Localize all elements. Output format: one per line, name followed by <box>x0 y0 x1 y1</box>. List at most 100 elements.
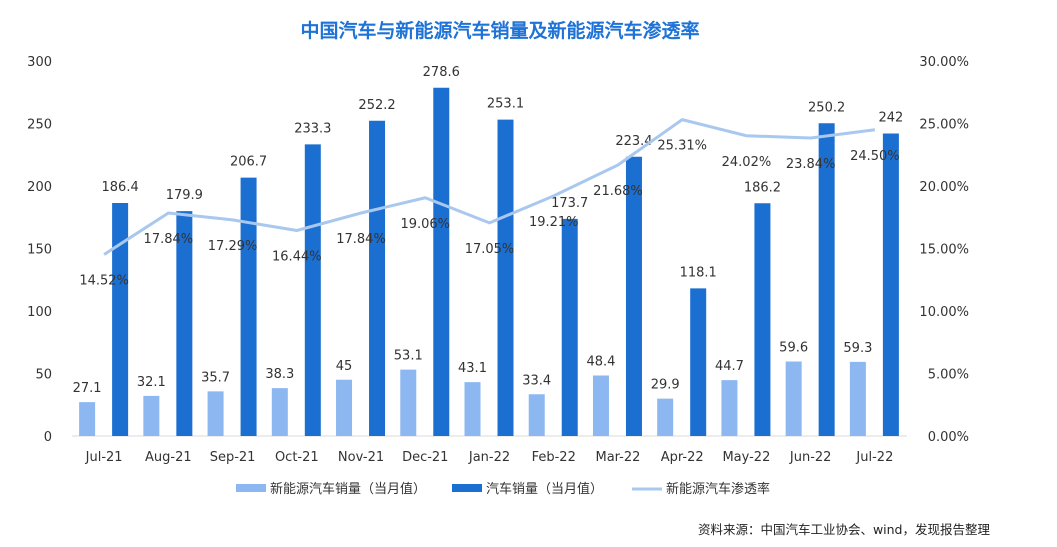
x-axis-tick-label: May-22 <box>722 450 770 465</box>
nev-sales-bar <box>271 388 288 436</box>
left-axis-tick-label: 50 <box>35 368 52 383</box>
x-axis-tick-label: Dec-21 <box>402 450 448 465</box>
left-axis-tick-label: 250 <box>27 118 52 133</box>
total-sales-bar <box>112 203 129 436</box>
nev-sales-data-label: 38.3 <box>265 367 294 382</box>
nev-sales-bar <box>336 379 353 436</box>
x-axis-tick-label: Feb-22 <box>532 450 576 465</box>
penetration-rate-data-label: 17.84% <box>336 232 386 247</box>
nev-sales-bar <box>721 380 738 436</box>
penetration-rate-data-label: 24.02% <box>722 155 772 170</box>
nev-sales-bar <box>400 369 417 436</box>
nev-sales-data-label: 43.1 <box>458 361 487 376</box>
nev-sales-data-label: 32.1 <box>137 375 166 390</box>
right-axis-tick-label: 30.00% <box>919 55 969 70</box>
nev-sales-data-label: 59.6 <box>779 341 808 356</box>
nev-sales-bar <box>143 395 160 436</box>
nev-sales-data-label: 59.3 <box>843 341 872 356</box>
nev-sales-bar <box>207 391 224 436</box>
nev-sales-bar <box>528 394 545 436</box>
total-sales-data-label: 253.1 <box>487 97 524 112</box>
total-sales-bar <box>882 133 899 436</box>
total-sales-bar <box>818 123 835 436</box>
total-sales-bar <box>497 119 514 436</box>
nev-sales-bar <box>657 398 674 436</box>
penetration-rate-data-label: 17.84% <box>144 232 194 247</box>
right-y-axis: 0.00% 5.00% 10.00% 15.00% 20.00% 25.00% 30.00% <box>919 55 969 445</box>
total-sales-data-label: 173.7 <box>551 196 588 211</box>
total-sales-series: 186.4 179.9 206.7 233.3 252.2 278.6 253.1 173.7… <box>102 65 903 436</box>
total-sales-data-label: 233.3 <box>294 121 331 136</box>
nev-sales-data-label: 35.7 <box>201 370 230 385</box>
total-sales-bar <box>369 120 386 436</box>
total-sales-data-label: 179.9 <box>166 188 203 203</box>
penetration-rate-data-label: 16.44% <box>272 250 322 265</box>
nev-sales-bar <box>785 361 802 436</box>
nev-sales-data-label: 29.9 <box>651 378 680 393</box>
total-sales-data-label: 250.2 <box>808 100 845 115</box>
penetration-rate-line <box>103 118 876 256</box>
total-sales-bar <box>625 156 642 436</box>
total-sales-data-label: 223.4 <box>615 134 652 149</box>
total-sales-data-label: 186.2 <box>744 180 781 195</box>
penetration-rate-data-label: 21.68% <box>593 184 643 199</box>
total-sales-bar <box>176 211 193 436</box>
legend-swatch-nev-sales <box>236 484 266 492</box>
nev-sales-data-label: 33.4 <box>522 373 551 388</box>
x-axis-tick-label: Sep-21 <box>210 450 256 465</box>
total-sales-data-label: 252.2 <box>358 98 395 113</box>
left-axis-tick-label: 150 <box>27 243 52 258</box>
legend-label-total-sales: 汽车销量（当月值） <box>486 481 603 497</box>
x-axis-tick-label: Mar-22 <box>595 450 640 465</box>
penetration-rate-data-label: 14.52% <box>79 274 129 289</box>
legend: 新能源汽车销量（当月值） 汽车销量（当月值） 新能源汽车渗透率 <box>236 481 770 497</box>
x-axis-tick-label: Jul-22 <box>855 450 893 465</box>
x-axis-tick-label: Jan-22 <box>468 450 510 465</box>
nev-sales-data-label: 27.1 <box>73 381 102 396</box>
legend-swatch-total-sales <box>452 484 482 492</box>
right-axis-tick-label: 20.00% <box>919 180 969 195</box>
right-axis-tick-label: 5.00% <box>928 368 969 383</box>
total-sales-bar <box>754 203 771 436</box>
legend-label-nev-sales: 新能源汽车销量（当月值） <box>270 481 426 497</box>
nev-sales-data-label: 44.7 <box>715 359 744 374</box>
x-axis: Jul-21 Aug-21 Sep-21 Oct-21 Nov-21 Dec-21 Jan-… <box>85 450 894 465</box>
penetration-rate-data-label: 19.21% <box>529 215 579 230</box>
nev-sales-data-label: 48.4 <box>586 355 615 370</box>
x-axis-tick-label: Jul-21 <box>85 450 123 465</box>
right-axis-tick-label: 0.00% <box>928 430 969 445</box>
right-axis-tick-label: 15.00% <box>919 243 969 258</box>
nev-sales-bar <box>464 382 481 436</box>
left-axis-tick-label: 200 <box>27 180 52 195</box>
source-note: 资料来源：中国汽车工业协会、wind，发现报告整理 <box>698 522 991 537</box>
nev-sales-bar <box>849 361 866 436</box>
penetration-rate-data-label: 17.29% <box>208 239 258 254</box>
total-sales-data-label: 206.7 <box>230 155 267 170</box>
x-axis-tick-label: Apr-22 <box>661 450 704 465</box>
x-axis-tick-label: Nov-21 <box>338 450 384 465</box>
nev-sales-data-label: 45 <box>336 359 353 374</box>
total-sales-data-label: 242 <box>878 111 903 126</box>
left-axis-tick-label: 300 <box>27 55 52 70</box>
penetration-rate-series: 14.52% 17.84% 17.29% 16.44% 17.84% 19.06% 17.0… <box>79 118 900 289</box>
total-sales-data-label: 118.1 <box>680 265 717 280</box>
nev-sales-series: 27.1 32.1 35.7 38.3 45 53.1 43.1 33.4 48.4 29.9 44… <box>73 341 872 436</box>
total-sales-bar <box>433 87 450 436</box>
penetration-rate-data-label: 23.84% <box>786 157 836 172</box>
nev-sales-data-label: 53.1 <box>394 349 423 364</box>
total-sales-data-label: 278.6 <box>423 65 460 80</box>
right-axis-tick-label: 10.00% <box>919 305 969 320</box>
penetration-rate-data-label: 25.31% <box>657 139 707 154</box>
x-axis-tick-label: Oct-21 <box>275 450 319 465</box>
legend-label-penetration-rate: 新能源汽车渗透率 <box>666 481 770 497</box>
total-sales-bar <box>240 177 257 436</box>
total-sales-bar <box>561 218 578 436</box>
penetration-rate-data-label: 17.05% <box>465 242 515 257</box>
penetration-rate-data-label: 19.06% <box>400 217 450 232</box>
x-axis-tick-label: Aug-21 <box>145 450 192 465</box>
total-sales-bar <box>690 288 707 436</box>
left-y-axis: 0 50 100 150 200 250 300 <box>27 55 52 445</box>
left-axis-tick-label: 100 <box>27 305 52 320</box>
right-axis-tick-label: 25.00% <box>919 118 969 133</box>
